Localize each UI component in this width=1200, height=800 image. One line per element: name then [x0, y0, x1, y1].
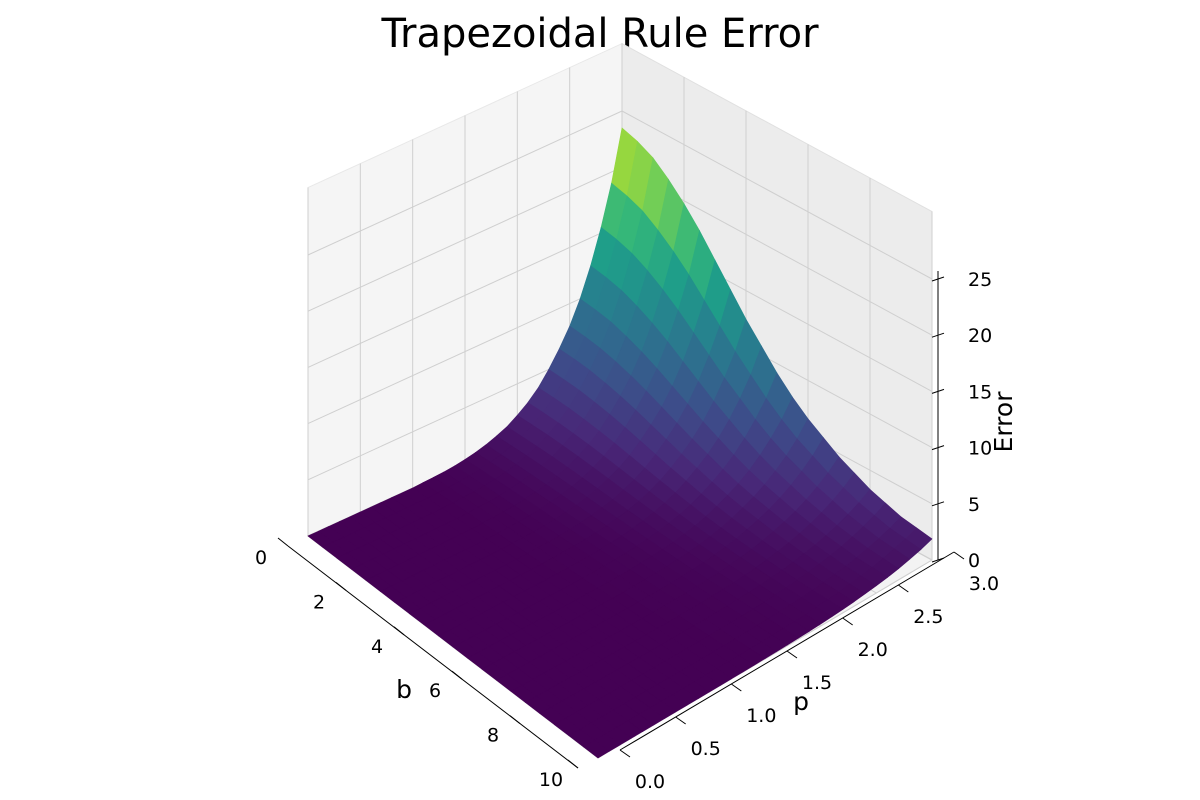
x-tick-mark — [277, 537, 289, 547]
x-tick-mark — [393, 626, 405, 636]
y-tick-mark — [675, 716, 686, 725]
z-tick-mark — [931, 445, 945, 451]
grid-line-z-left — [307, 222, 623, 368]
y-tick-label: 2.0 — [858, 639, 888, 661]
y-tick-mark — [953, 551, 965, 560]
grid-line-z-left — [307, 110, 623, 256]
z-tick-label: 20 — [968, 325, 992, 347]
y-tick-label: 1.0 — [746, 705, 776, 727]
y-tick-mark — [619, 749, 631, 758]
axis-lines — [277, 271, 965, 769]
x-tick-label: 4 — [371, 636, 383, 658]
x-tick-mark — [567, 759, 579, 769]
x-tick-mark — [509, 715, 521, 724]
x-tick-mark — [451, 670, 463, 680]
x-tick-label: 10 — [539, 769, 563, 791]
y-tick-mark — [786, 650, 798, 659]
chart-title: Trapezoidal Rule Error — [380, 11, 819, 57]
y-tick-label: 1.5 — [802, 672, 832, 694]
y-tick-mark — [898, 584, 909, 593]
x-tick-label: 6 — [429, 680, 441, 702]
x-tick-label: 8 — [487, 725, 499, 747]
z-tick-label: 0 — [968, 550, 980, 572]
z-axis-label: Error — [989, 391, 1018, 453]
y-tick-label: 0.0 — [635, 771, 665, 793]
x-tick-label: 0 — [255, 547, 267, 569]
z-tick-mark — [931, 276, 945, 282]
z-tick-mark — [931, 388, 945, 394]
y-tick-mark — [842, 617, 853, 626]
grid-line-z-right — [621, 110, 933, 280]
z-tick-mark — [931, 557, 945, 563]
z-tick-label: 25 — [968, 269, 992, 291]
y-tick-mark — [731, 683, 742, 692]
x-axis-label: b — [396, 675, 412, 704]
x-tick-label: 2 — [313, 591, 325, 613]
z-tick-label: 5 — [968, 494, 980, 516]
z-tick-label: 15 — [968, 381, 992, 403]
surface-patch — [582, 740, 610, 759]
y-axis-label: p — [793, 687, 809, 716]
grid-line-z-left — [307, 166, 623, 312]
grid-line-z-left — [307, 279, 623, 425]
z-tick-mark — [931, 501, 945, 507]
error-surface — [307, 127, 933, 759]
y-tick-label: 0.5 — [691, 738, 721, 760]
z-tick-mark — [931, 332, 945, 338]
x-tick-mark — [335, 582, 347, 591]
y-tick-label: 3.0 — [969, 573, 999, 595]
y-tick-label: 2.5 — [913, 606, 943, 628]
z-tick-label: 10 — [968, 438, 992, 460]
